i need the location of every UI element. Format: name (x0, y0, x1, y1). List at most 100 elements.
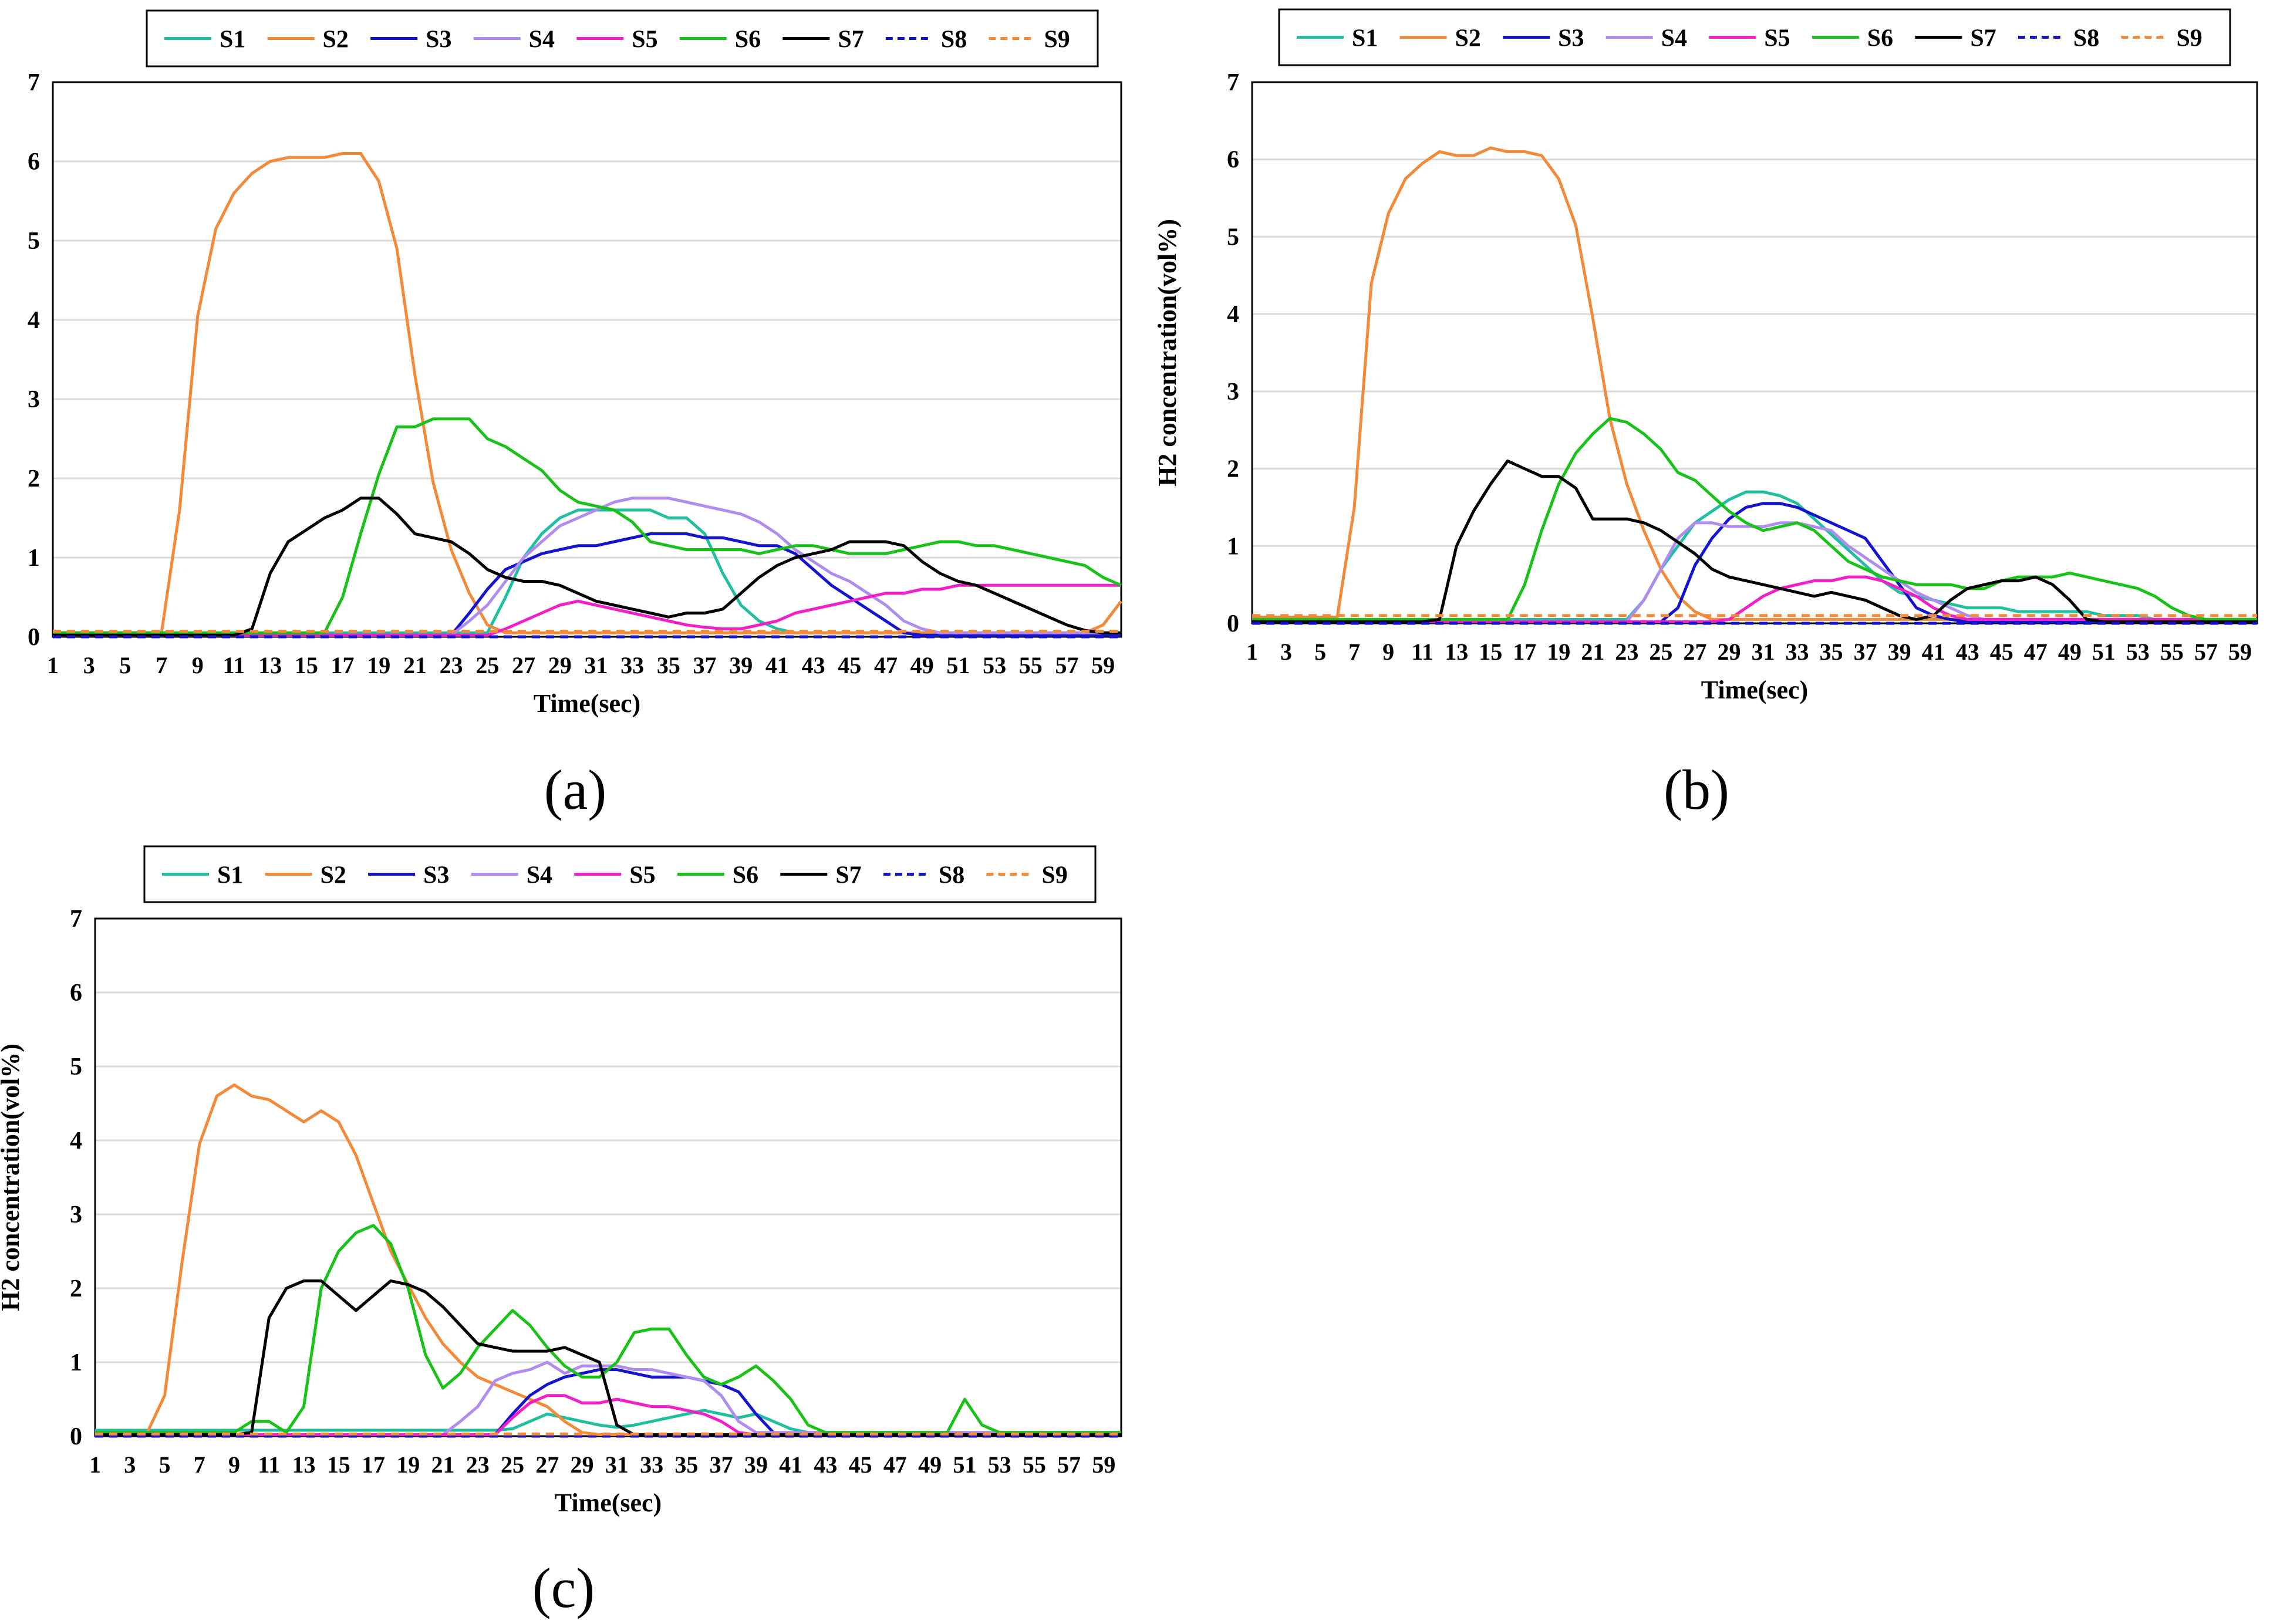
x-tick-label: 3 (83, 652, 95, 678)
x-tick-label: 27 (535, 1451, 559, 1478)
legend-label-s3: S3 (1558, 25, 1584, 52)
x-tick-label: 57 (2194, 639, 2218, 665)
x-tick-label: 17 (331, 652, 355, 678)
x-tick-label: 41 (1922, 639, 1945, 665)
legend-label-s8: S8 (2073, 25, 2099, 52)
y-tick-label: 5 (1227, 224, 1239, 251)
series-line-s4 (1252, 521, 2257, 623)
x-tick-label: 19 (396, 1451, 420, 1478)
x-tick-label: 5 (1314, 639, 1326, 665)
y-tick-label: 7 (28, 69, 40, 96)
x-tick-label: 29 (548, 652, 572, 678)
gridlines (95, 917, 1121, 1363)
x-tick-label: 17 (362, 1451, 385, 1478)
x-tick-label: 51 (946, 652, 970, 678)
x-tick-label: 29 (1717, 639, 1741, 665)
y-tick-label: 6 (28, 148, 40, 175)
x-tick-label: 5 (119, 652, 131, 678)
x-tick-label: 47 (874, 652, 898, 678)
x-tick-label: 27 (1683, 639, 1706, 665)
legend-label-s8: S8 (939, 862, 964, 889)
series-line-s6 (95, 1224, 1121, 1434)
legend-label-s5: S5 (632, 26, 657, 53)
legend-label-s7: S7 (1970, 25, 1996, 52)
x-tick-label: 31 (605, 1451, 629, 1478)
x-tick-label: 11 (223, 652, 245, 678)
x-tick-label: 23 (1615, 639, 1638, 665)
series-line-s4 (53, 497, 1121, 637)
series-line-s3 (1252, 502, 2257, 623)
x-tick-label: 29 (571, 1451, 594, 1478)
legend-label-s2: S2 (1455, 25, 1481, 52)
y-tick-label: 2 (1227, 456, 1239, 483)
x-tick-label: 45 (849, 1451, 872, 1478)
x-tick-label: 21 (1581, 639, 1604, 665)
series-line-s6 (1252, 417, 2257, 621)
y-tick-label: 6 (1227, 147, 1239, 174)
x-tick-label: 9 (228, 1451, 240, 1478)
y-axis-label: H2 concentration(vol%) (0, 1044, 25, 1311)
series-lines (53, 152, 1122, 639)
y-tick-label: 0 (28, 624, 40, 651)
legend-label-s1: S1 (1352, 25, 1378, 52)
x-tick-labels: 1 3 5 7 9 11 13 15 17 19 21 23 25 27 29 31 33 35 37 39 41 43 4… (47, 652, 1115, 678)
x-tick-label: 47 (2024, 639, 2048, 665)
legend-label-s4: S4 (1661, 25, 1687, 52)
x-tick-label: 21 (403, 652, 427, 678)
x-tick-label: 47 (883, 1451, 907, 1478)
y-tick-labels: 0 1 2 3 4 5 6 7 (70, 906, 82, 1450)
x-tick-label: 51 (953, 1451, 976, 1478)
x-axis-label: Time(sec) (534, 689, 640, 718)
x-tick-label: 37 (710, 1451, 733, 1478)
x-tick-label: 1 (47, 652, 59, 678)
legend-label-s3: S3 (423, 862, 449, 889)
x-tick-label: 49 (910, 652, 934, 678)
x-tick-label: 3 (1280, 639, 1292, 665)
legend-label-s6: S6 (735, 26, 761, 53)
caption-a: (a) (544, 758, 607, 821)
x-axis-label: Time(sec) (555, 1488, 662, 1517)
y-axis-label: H2 concentration(vol%) (1153, 219, 1182, 487)
x-tick-label: 5 (159, 1451, 171, 1478)
x-tick-label: 53 (988, 1451, 1011, 1478)
x-tick-label: 25 (501, 1451, 524, 1478)
y-tick-label: 5 (70, 1054, 82, 1081)
x-tick-label: 15 (1479, 639, 1502, 665)
x-tick-label: 49 (918, 1451, 942, 1478)
series-line-s5 (53, 583, 1121, 637)
y-tick-label: 3 (1227, 379, 1239, 406)
x-tick-labels: 1 3 5 7 9 11 13 15 17 19 21 23 25 27 29 31 33 35 37 39 41 43 4… (1246, 639, 2252, 665)
x-tick-label: 3 (124, 1451, 136, 1478)
x-tick-label: 7 (1348, 639, 1360, 665)
caption-c: (c) (532, 1557, 595, 1619)
plot-frame (1251, 81, 2258, 624)
y-tick-label: 6 (70, 980, 82, 1007)
x-tick-label: 45 (838, 652, 861, 678)
x-tick-label: 13 (258, 652, 282, 678)
x-tick-label: 25 (1649, 639, 1672, 665)
x-tick-label: 59 (2228, 639, 2252, 665)
y-tick-labels: 0 1 2 3 4 5 6 7 (1227, 69, 1239, 637)
x-tick-label: 23 (466, 1451, 490, 1478)
x-tick-label: 31 (584, 652, 608, 678)
series-line-s2 (1252, 146, 2257, 621)
legend-label-s6: S6 (1867, 25, 1893, 52)
x-tick-label: 57 (1057, 1451, 1081, 1478)
legend-label-s1: S1 (220, 26, 245, 53)
x-tick-label: 1 (89, 1451, 101, 1478)
legend-label-s9: S9 (2176, 25, 2202, 52)
series-line-s2 (95, 1083, 1121, 1436)
y-tick-label: 4 (70, 1127, 82, 1154)
x-tick-label: 11 (258, 1451, 280, 1478)
series-line-s7 (53, 497, 1121, 637)
x-tick-label: 41 (765, 652, 789, 678)
legend-label-s2: S2 (323, 26, 349, 53)
x-tick-label: 39 (729, 652, 753, 678)
y-tick-label: 4 (28, 307, 40, 334)
x-tick-label: 59 (1091, 652, 1115, 678)
x-tick-label: 39 (1888, 639, 1911, 665)
legend-label-s9: S9 (1041, 862, 1067, 889)
y-tick-label: 1 (1227, 533, 1239, 560)
